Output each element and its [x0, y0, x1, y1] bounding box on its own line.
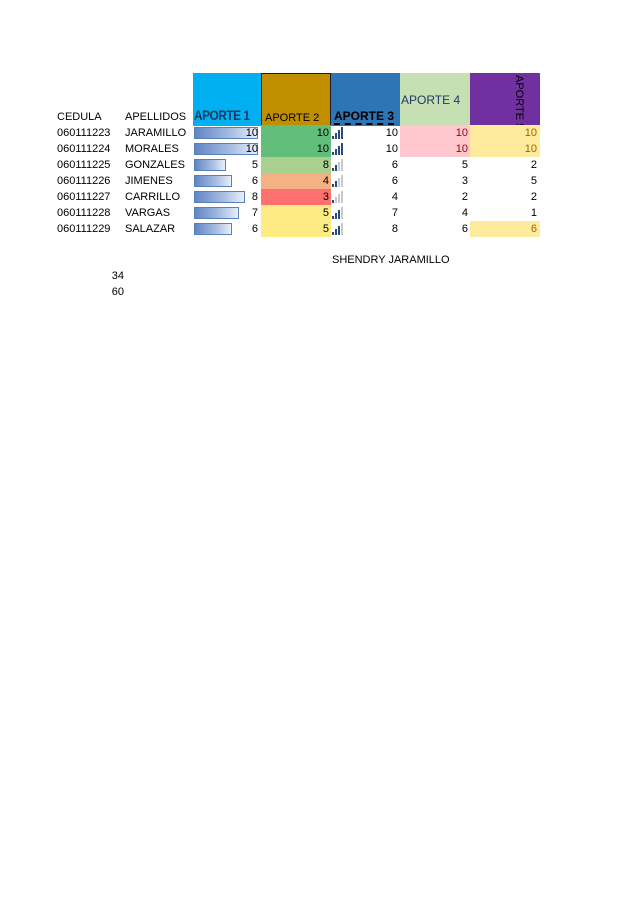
aporte2-cell-fill — [261, 205, 331, 221]
aporte4-cell: 4 — [461, 207, 468, 219]
aporte4-cell: 3 — [461, 175, 468, 187]
cedula-cell: 060111224 — [57, 143, 111, 155]
aporte1-cell: 6 — [251, 175, 258, 187]
signature-name: SHENDRY JARAMILLO — [332, 254, 450, 266]
aporte4-cell: 6 — [461, 223, 468, 235]
header-aporte5-wrapper: APORTE 5 — [510, 75, 532, 129]
aporte5-cell: 10 — [524, 127, 537, 139]
header-aporte2: APORTE 2 — [265, 112, 320, 124]
aporte4-cell: 10 — [455, 127, 468, 139]
aporte1-databar — [194, 159, 226, 171]
aporte4-cell: 2 — [461, 191, 468, 203]
signal-bars-icon — [332, 223, 344, 235]
cedula-cell: 060111228 — [57, 207, 111, 219]
header-aporte5-block — [470, 73, 540, 126]
cedula-cell: 060111223 — [57, 127, 111, 139]
apellido-cell: SALAZAR — [125, 223, 176, 235]
extra-value-1: 34 — [111, 270, 124, 282]
aporte3-cell: 6 — [391, 175, 398, 187]
aporte2-cell-fill — [261, 221, 331, 237]
aporte2-cell-fill — [261, 125, 331, 141]
aporte2-cell: 10 — [316, 143, 329, 155]
aporte4-cell-fill — [400, 125, 470, 141]
aporte2-cell: 10 — [316, 127, 329, 139]
aporte5-cell: 5 — [530, 175, 537, 187]
header-aporte5: APORTE 5 — [513, 75, 525, 130]
signal-bars-icon — [332, 143, 344, 155]
aporte1-cell: 5 — [251, 159, 258, 171]
aporte1-cell: 8 — [251, 191, 258, 203]
signal-bars-icon — [332, 175, 344, 187]
aporte5-cell: 2 — [530, 159, 537, 171]
apellido-cell: JIMENES — [125, 175, 173, 187]
apellido-cell: VARGAS — [125, 207, 171, 219]
aporte2-cell: 8 — [322, 159, 329, 171]
aporte1-cell: 7 — [251, 207, 258, 219]
header-aporte2-block — [261, 73, 331, 126]
aporte4-cell: 5 — [461, 159, 468, 171]
header-apellidos: APELLIDOS — [125, 111, 187, 123]
aporte5-cell-fill — [470, 125, 540, 141]
aporte2-cell-fill — [261, 141, 331, 157]
header-aporte3: APORTE 3 — [334, 109, 395, 125]
aporte2-cell: 5 — [322, 207, 329, 219]
aporte1-cell: 10 — [245, 127, 258, 139]
signal-bars-icon — [332, 159, 344, 171]
aporte1-databar — [194, 127, 258, 139]
aporte5-cell-fill — [470, 141, 540, 157]
aporte5-cell: 10 — [524, 143, 537, 155]
aporte2-cell: 3 — [322, 191, 329, 203]
aporte3-cell: 10 — [385, 143, 398, 155]
aporte2-cell-fill — [261, 189, 331, 205]
apellido-cell: JARAMILLO — [125, 127, 187, 139]
aporte2-cell-fill — [261, 157, 331, 173]
apellido-cell: CARRILLO — [125, 191, 181, 203]
cedula-cell: 060111229 — [57, 223, 111, 235]
aporte2-cell: 4 — [322, 175, 329, 187]
aporte1-databar — [194, 207, 239, 219]
aporte5-cell-fill — [470, 221, 540, 237]
aporte1-databar — [194, 191, 245, 203]
aporte2-cell: 5 — [322, 223, 329, 235]
apellido-cell: GONZALES — [125, 159, 185, 171]
aporte1-databar — [194, 175, 232, 187]
header-aporte1: APORTE 1 — [194, 107, 250, 123]
aporte3-cell: 8 — [391, 223, 398, 235]
header-aporte4-block — [400, 73, 470, 126]
aporte3-cell: 7 — [391, 207, 398, 219]
cedula-cell: 060111226 — [57, 175, 111, 187]
aporte1-databar — [194, 143, 258, 155]
header-aporte4: APORTE 4 — [401, 93, 461, 107]
header-aporte1-block — [193, 73, 261, 126]
apellido-cell: MORALES — [125, 143, 179, 155]
aporte4-cell-fill — [400, 141, 470, 157]
aporte5-cell: 1 — [530, 207, 537, 219]
signal-bars-icon — [332, 191, 344, 203]
aporte3-cell: 4 — [391, 191, 398, 203]
signal-bars-icon — [332, 127, 344, 139]
aporte5-cell: 6 — [530, 223, 537, 235]
aporte4-cell: 10 — [455, 143, 468, 155]
aporte5-cell: 2 — [530, 191, 537, 203]
aporte1-databar — [194, 223, 232, 235]
cedula-cell: 060111227 — [57, 191, 111, 203]
aporte3-cell: 6 — [391, 159, 398, 171]
aporte1-cell: 10 — [245, 143, 258, 155]
extra-value-2: 60 — [111, 286, 124, 298]
cedula-cell: 060111225 — [57, 159, 111, 171]
header-cedula: CEDULA — [57, 111, 102, 123]
aporte1-cell: 6 — [251, 223, 258, 235]
header-aporte3-block — [331, 73, 400, 126]
signal-bars-icon — [332, 207, 344, 219]
aporte3-cell: 10 — [385, 127, 398, 139]
aporte2-cell-fill — [261, 173, 331, 189]
